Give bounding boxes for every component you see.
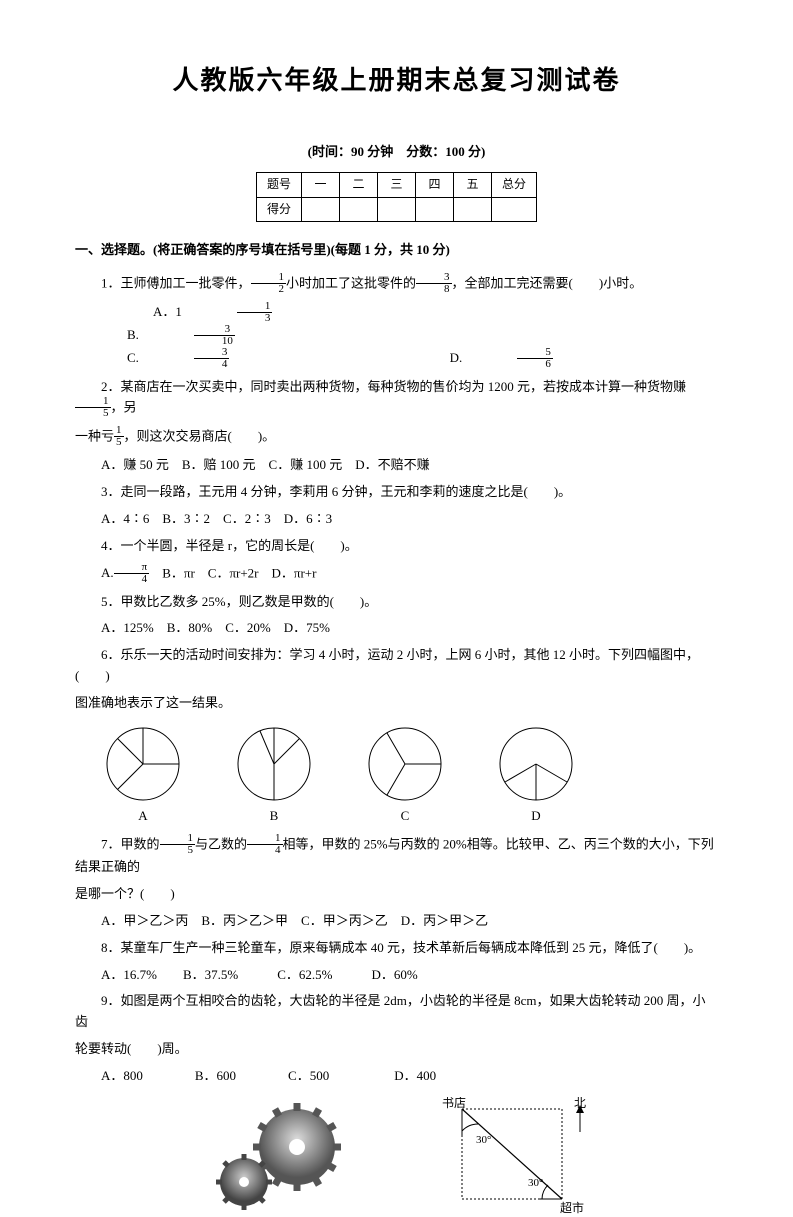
frac: 15 (160, 833, 196, 856)
bookstore-label: 书店 (442, 1097, 466, 1110)
q5-options: A．125% B．80% C．20% D．75% (75, 618, 718, 639)
frac: 15 (114, 425, 124, 448)
angle-2-label: 30° (528, 1177, 543, 1189)
q1-stem: 1．王师傅加工一批零件，12小时加工了这批零件的38，全部加工完还需要( )小时… (75, 273, 718, 296)
frac: 12 (251, 272, 287, 295)
pie-a-label: A (138, 806, 147, 827)
frac: 15 (75, 396, 111, 419)
q5-stem: 5．甲数比乙数多 25%，则乙数是甲数的( )。 (75, 592, 718, 613)
score-cell (416, 197, 454, 221)
pie-c-label: C (401, 806, 410, 827)
section-1-title: 一、选择题。(将正确答案的序号填在括号里)(每题 1 分，共 10 分) (75, 240, 718, 261)
pie-b: B (236, 726, 312, 827)
q3-options: A．4∶6 B．3∶2 C．2∶3 D．6∶3 (75, 509, 718, 530)
score-cell (378, 197, 416, 221)
q4-opt-a: A.π4 (101, 565, 162, 580)
pie-d-label: D (531, 806, 540, 827)
pie-charts-row: A B C D (105, 726, 718, 827)
score-cell (340, 197, 378, 221)
score-table: 题号 一 二 三 四 五 总分 得分 (256, 172, 537, 221)
q4-stem: 4．一个半圆，半径是 r，它的周长是( )。 (75, 536, 718, 557)
frac: 14 (247, 833, 283, 856)
north-label: 北 (574, 1097, 586, 1110)
q9-stem: 9．如图是两个互相咬合的齿轮，大齿轮的半径是 2dm，小齿轮的半径是 8cm，如… (75, 991, 718, 1033)
score-cell (302, 197, 340, 221)
pie-chart-d-icon (498, 726, 574, 802)
q4-options: A.π4 B．πr C．πr+2r D．πr+r (75, 563, 718, 586)
q8-stem: 8．某童车厂生产一种三轮童车，原来每辆成本 40 元，技术革新后每辆成本降低到 … (75, 938, 718, 959)
pie-chart-b-icon (236, 726, 312, 802)
th-5: 五 (454, 173, 492, 197)
score-cell (454, 197, 492, 221)
gears-icon (202, 1097, 362, 1217)
th-3: 三 (378, 173, 416, 197)
q1-text-a: 1．王师傅加工一批零件， (101, 275, 251, 290)
q7-stem: 7．甲数的15与乙数的14相等，甲数的 25%与丙数的 20%相等。比较甲、乙、… (75, 834, 718, 878)
pie-chart-c-icon (367, 726, 443, 802)
q1-opt-b: B.310 (75, 325, 345, 348)
q8-options: A．16.7% B．37.5% C．62.5% D．60% (75, 965, 718, 986)
th-1: 一 (302, 173, 340, 197)
q4-opts-rest: B．πr C．πr+2r D．πr+r (162, 565, 316, 580)
score-cell (492, 197, 537, 221)
bottom-figures: 30° 30° 书店 超市 北 (75, 1097, 718, 1217)
row2-label: 得分 (256, 197, 301, 221)
pie-a: A (105, 726, 181, 827)
q7-b: 与乙数的 (195, 837, 247, 852)
q2-options: A．赚 50 元 B．赔 100 元 C．赚 100 元 D．不赔不赚 (75, 455, 718, 476)
angle-1-label: 30° (476, 1134, 491, 1146)
q2-line2-a: 一种亏 (75, 429, 114, 444)
pie-c: C (367, 726, 443, 827)
page-title: 人教版六年级上册期末总复习测试卷 (75, 60, 718, 102)
pie-b-label: B (270, 806, 279, 827)
q1-opt-d: D.56 (398, 348, 663, 371)
q1-options: A．113 B.310 C.34 D.56 (75, 302, 718, 371)
q7-options: A．甲＞乙＞丙 B．丙＞乙＞甲 C．甲＞丙＞乙 D．丙＞甲＞乙 (75, 911, 718, 932)
q6-stem: 6．乐乐一天的活动时间安排为：学习 4 小时，运动 2 小时，上网 6 小时，其… (75, 645, 718, 687)
q9-options: A．800 B．600 C．500 D．400 (75, 1066, 718, 1087)
q2-line2: 一种亏15，则这次交易商店( )。 (75, 426, 718, 449)
th-total: 总分 (492, 173, 537, 197)
pie-chart-a-icon (105, 726, 181, 802)
q9-line2: 轮要转动( )周。 (75, 1039, 718, 1060)
th-2: 二 (340, 173, 378, 197)
q7-line2: 是哪一个？( ) (75, 884, 718, 905)
frac: 38 (416, 272, 452, 295)
q2-text-a: 2．某商店在一次买卖中，同时卖出两种货物，每种货物的售价均为 1200 元，若按… (101, 379, 686, 394)
th-4: 四 (416, 173, 454, 197)
q6-line2: 图准确地表示了这一结果。 (75, 693, 718, 714)
q2-line2-b: ，则这次交易商店( )。 (124, 429, 276, 444)
q1-text-b: 小时加工了这批零件的 (286, 275, 416, 290)
q7-a: 7．甲数的 (101, 837, 160, 852)
supermarket-label: 超市 (560, 1200, 584, 1215)
q2-stem: 2．某商店在一次买卖中，同时卖出两种货物，每种货物的售价均为 1200 元，若按… (75, 377, 718, 421)
page-subtitle: (时间：90 分钟 分数：100 分) (75, 142, 718, 163)
q1-text-c: ，全部加工完还需要( )小时。 (452, 275, 643, 290)
q3-stem: 3．走同一段路，王元用 4 分钟，李莉用 6 分钟，王元和李莉的速度之比是( )… (75, 482, 718, 503)
th-label: 题号 (256, 173, 301, 197)
pie-d: D (498, 726, 574, 827)
map-diagram-icon: 30° 30° 书店 超市 北 (442, 1097, 592, 1217)
q1-opt-a: A．113 (101, 302, 382, 325)
q1-opt-c: C.34 (75, 348, 339, 371)
q2-text-b: ，另 (111, 400, 137, 415)
